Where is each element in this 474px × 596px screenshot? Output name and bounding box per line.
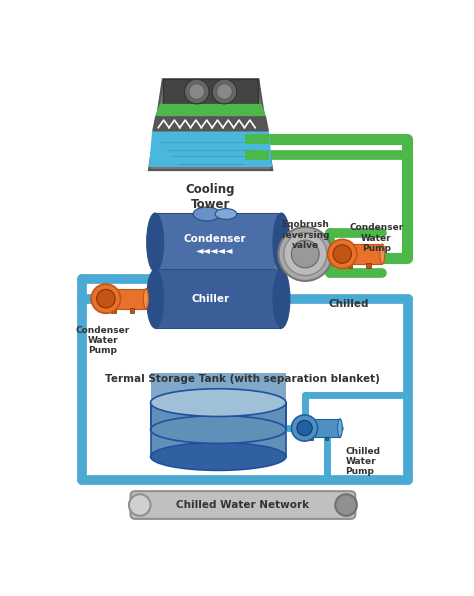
Bar	[155, 213, 282, 272]
Circle shape	[129, 494, 151, 516]
Text: ◄◄◄◄◄: ◄◄◄◄◄	[196, 245, 233, 255]
Ellipse shape	[273, 269, 290, 328]
Ellipse shape	[151, 416, 286, 443]
Ellipse shape	[144, 288, 148, 309]
Ellipse shape	[193, 207, 220, 221]
Bar	[151, 372, 286, 401]
Ellipse shape	[275, 269, 288, 328]
Circle shape	[97, 290, 115, 308]
Circle shape	[278, 227, 332, 281]
Circle shape	[297, 420, 312, 436]
Circle shape	[189, 84, 204, 100]
Text: Termal Storage Tank (with separation blanket): Termal Storage Tank (with separation bla…	[106, 374, 380, 384]
Bar	[111, 308, 116, 312]
Ellipse shape	[151, 443, 286, 470]
Circle shape	[333, 245, 352, 263]
Bar	[366, 263, 371, 268]
Bar	[339, 244, 383, 264]
Ellipse shape	[146, 213, 164, 272]
Text: Condenser
Water
Pump: Condenser Water Pump	[76, 325, 130, 355]
Polygon shape	[163, 79, 258, 104]
Polygon shape	[152, 116, 269, 132]
Bar	[151, 403, 286, 457]
Bar	[104, 299, 108, 311]
Ellipse shape	[100, 288, 105, 309]
Ellipse shape	[148, 213, 162, 272]
Polygon shape	[149, 132, 272, 167]
Ellipse shape	[148, 269, 162, 328]
Text: Eqobrush
reversing
valve: Eqobrush reversing valve	[281, 220, 329, 250]
Ellipse shape	[337, 244, 342, 264]
Circle shape	[292, 240, 319, 268]
Text: Condenser
Water
Pump: Condenser Water Pump	[349, 224, 403, 253]
Ellipse shape	[337, 419, 342, 437]
Polygon shape	[149, 79, 272, 170]
Text: Chilled Water Network: Chilled Water Network	[176, 500, 310, 510]
Ellipse shape	[275, 213, 288, 272]
Bar	[309, 436, 313, 440]
Text: Condenser: Condenser	[183, 234, 246, 244]
Bar	[301, 419, 340, 437]
Text: Chiller: Chiller	[191, 294, 229, 304]
FancyBboxPatch shape	[130, 491, 356, 519]
Circle shape	[212, 79, 237, 104]
Ellipse shape	[203, 259, 241, 282]
Ellipse shape	[380, 244, 385, 264]
Text: Chilled: Chilled	[328, 299, 369, 309]
Bar	[325, 436, 328, 440]
Bar	[130, 308, 134, 312]
Circle shape	[284, 232, 327, 275]
Bar	[103, 288, 146, 309]
Bar	[347, 263, 352, 268]
Circle shape	[91, 284, 120, 313]
Circle shape	[292, 415, 318, 441]
Polygon shape	[155, 104, 266, 116]
Circle shape	[335, 494, 357, 516]
Ellipse shape	[151, 389, 286, 417]
Ellipse shape	[299, 419, 304, 437]
Circle shape	[217, 84, 232, 100]
Text: Chilled
Water
Pump: Chilled Water Pump	[346, 446, 380, 476]
Ellipse shape	[273, 213, 290, 272]
Bar	[155, 269, 282, 328]
Ellipse shape	[146, 269, 164, 328]
Circle shape	[328, 240, 357, 269]
Circle shape	[184, 79, 209, 104]
Text: Cooling
Tower: Cooling Tower	[186, 183, 235, 211]
Bar	[341, 254, 345, 266]
Ellipse shape	[215, 209, 237, 219]
